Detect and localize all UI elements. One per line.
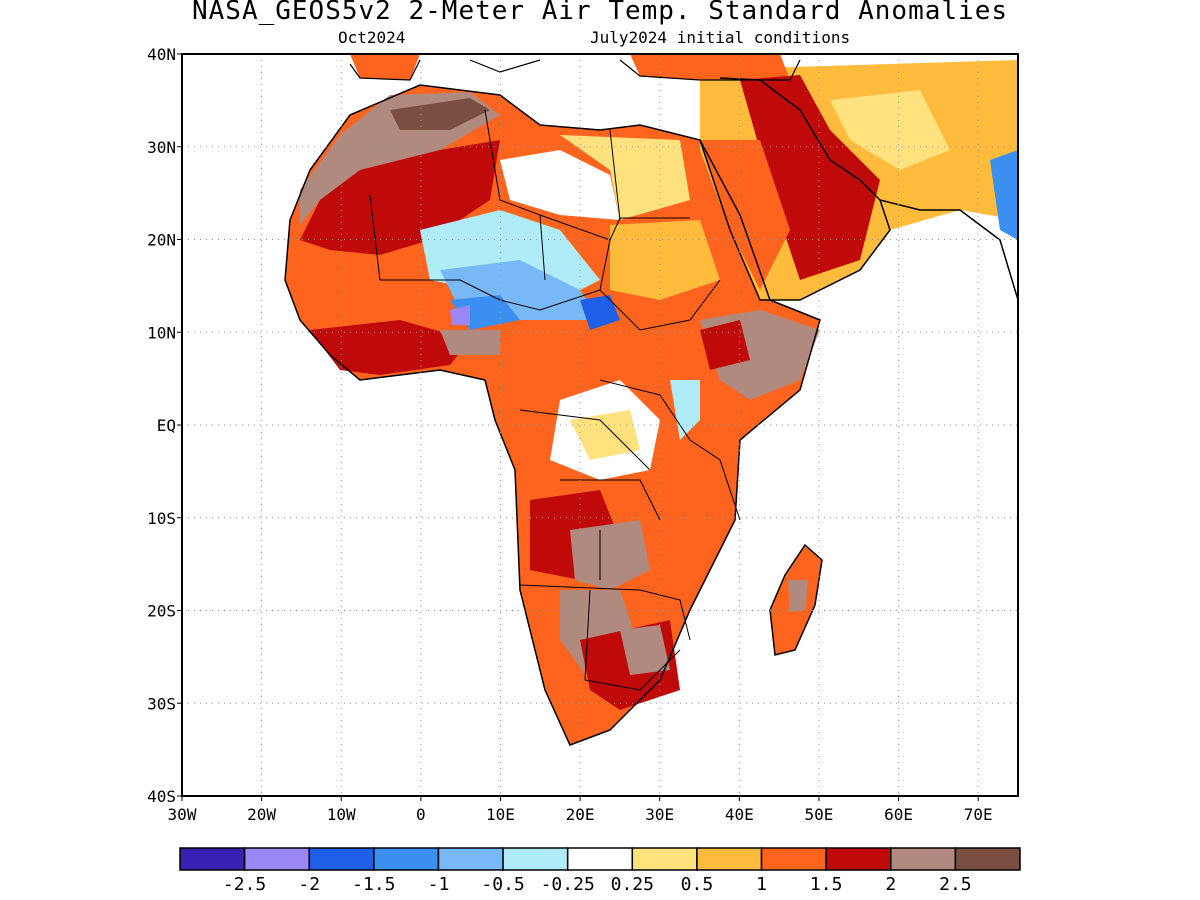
lat-label: 20S — [147, 602, 176, 621]
map-title: NASA_GEOS5v2 2-Meter Air Temp. Standard … — [191, 0, 1008, 26]
africa-coastline — [284, 84, 821, 746]
colorbar-swatch — [243, 847, 310, 871]
anomaly-patch-westafrica-brown — [440, 330, 500, 355]
lon-label: 20E — [566, 805, 595, 824]
lat-label: EQ — [157, 416, 176, 435]
anomaly-patch-westafrica-red — [310, 320, 470, 375]
colorbar-swatch — [696, 847, 763, 871]
turkey-landmass — [630, 54, 790, 80]
colorbar-label: 1.5 — [810, 874, 843, 895]
anomaly-patch-chad-blue — [580, 295, 620, 330]
colorbar-swatch — [373, 847, 440, 871]
anomaly-patch-egypt-yellow — [560, 135, 690, 220]
colorbar-swatch — [890, 847, 957, 871]
anomaly-patch-central-sahara-white — [500, 150, 620, 220]
anomaly-patch-congo-yellow — [570, 410, 640, 460]
anomaly-patch-sahara-darkbrown — [390, 98, 490, 130]
forecast-month-label: Oct2024 — [338, 28, 406, 47]
lon-label: 40E — [725, 805, 754, 824]
lat-label: 20N — [147, 231, 176, 250]
initial-conditions-label: July2024 initial conditions — [590, 28, 851, 47]
colorbar-label: 0.5 — [681, 874, 714, 895]
anomaly-patch-arabia-orange — [700, 140, 790, 290]
anomaly-patch-arabia-red — [740, 75, 880, 280]
colorbar-label: 1 — [756, 874, 767, 895]
colorbar-swatch — [308, 847, 375, 871]
colorbar-label: -2 — [298, 874, 320, 895]
lon-label: 10E — [486, 805, 515, 824]
colorbar-label: -2.5 — [223, 874, 266, 895]
southern-europe-landmass — [350, 54, 420, 80]
lon-label: 50E — [804, 805, 833, 824]
colorbar-label: -1.5 — [352, 874, 395, 895]
anomaly-patch-india-blue — [990, 150, 1018, 240]
country-borders — [369, 109, 741, 691]
anomaly-patch-southafrica-brown — [620, 625, 670, 675]
colorbar-label: 2.5 — [939, 874, 972, 895]
anomaly-patch-zambia-brown — [570, 520, 650, 590]
latitude-axis: 40N 30N 20N 10N EQ 10S 20S 30S 40S — [147, 45, 182, 806]
lat-label: 30N — [147, 138, 176, 157]
colorbar: -2.5 -2 -1.5 -1 -0.5 -0.25 0.25 0.5 1 1.5 2 2.5 — [179, 847, 1021, 895]
lat-label: 30S — [147, 694, 176, 713]
graticule — [182, 54, 1018, 796]
colorbar-label: 0.25 — [611, 874, 654, 895]
lon-label: 60E — [884, 805, 913, 824]
anomaly-patch-ethiopia-red — [700, 320, 750, 370]
lat-label: 40N — [147, 45, 176, 64]
colorbar-swatch — [437, 847, 504, 871]
colorbar-swatch — [179, 847, 246, 871]
colorbar-swatch — [760, 847, 827, 871]
lon-label: 10W — [327, 805, 356, 824]
anomaly-patch-madagascar-brown — [788, 580, 808, 612]
longitude-axis: 30W 20W 10W 0 10E 20E 30E 40E 50E 60E 70E — [168, 796, 993, 824]
lat-label: 10N — [147, 323, 176, 342]
lon-label: 30E — [645, 805, 674, 824]
colorbar-swatch — [954, 847, 1021, 871]
anomaly-patch-iran-yellow — [830, 90, 950, 170]
colorbar-swatch — [631, 847, 698, 871]
lon-label: 70E — [964, 805, 993, 824]
colorbar-swatch — [502, 847, 569, 871]
colorbar-swatch — [566, 847, 634, 871]
colorbar-label: -0.25 — [541, 874, 595, 895]
colorbar-label: 2 — [885, 874, 896, 895]
colorbar-label: -1 — [428, 874, 450, 895]
lon-label: 30W — [168, 805, 197, 824]
lat-label: 40S — [147, 787, 176, 806]
lon-label: 0 — [416, 805, 426, 824]
arabia-coastline — [699, 77, 1018, 301]
colorbar-swatch — [825, 847, 892, 871]
lat-label: 10S — [147, 509, 176, 528]
lon-label: 20W — [247, 805, 276, 824]
anomaly-patch-sahel-purple — [450, 305, 470, 325]
colorbar-label: -0.5 — [481, 874, 524, 895]
